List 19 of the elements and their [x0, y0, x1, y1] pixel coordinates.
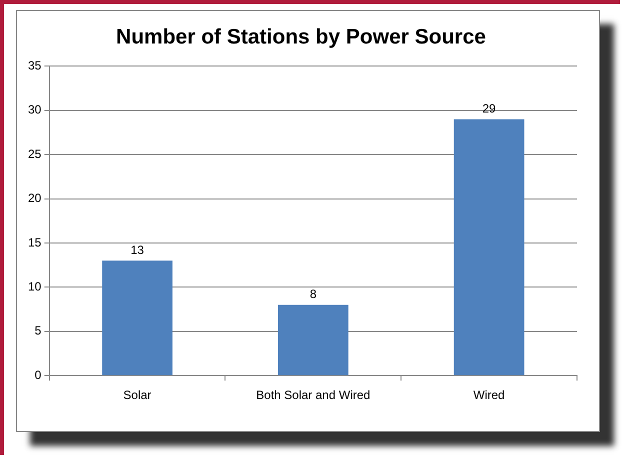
x-tick-label: Both Solar and Wired [256, 388, 370, 402]
bar [278, 304, 348, 376]
data-label: 8 [310, 287, 317, 302]
x-tick-label: Solar [123, 388, 152, 402]
data-label: 29 [482, 102, 496, 116]
y-tick-label: 15 [28, 235, 42, 250]
y-tick-label: 25 [28, 146, 42, 161]
bar [454, 119, 524, 376]
data-label: 13 [130, 242, 144, 257]
y-tick-label: 30 [28, 102, 42, 117]
chart-title: Number of Stations by Power Source [116, 25, 486, 48]
y-tick-label: 35 [28, 58, 42, 73]
y-tick-label: 20 [28, 191, 42, 206]
y-tick-label: 0 [34, 368, 42, 382]
bar [102, 260, 172, 376]
y-tick-label: 5 [34, 324, 42, 338]
y-tick-label: 10 [28, 280, 42, 294]
chart-panel: Number of Stations by Power Source Solar Both Solar and Wired Wired 0 5 10 15 20 25 30 35 13 8 29 [16, 10, 600, 432]
x-tick-label: Wired [473, 388, 505, 402]
